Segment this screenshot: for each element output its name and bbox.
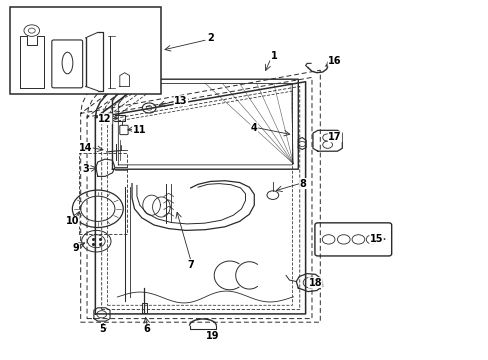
Text: 1: 1 <box>270 51 277 61</box>
Text: 10: 10 <box>65 216 79 226</box>
Text: 11: 11 <box>132 125 146 135</box>
Text: 7: 7 <box>187 260 194 270</box>
Text: 8: 8 <box>299 179 306 189</box>
Text: 13: 13 <box>174 96 187 106</box>
Text: 3: 3 <box>82 164 89 174</box>
Text: 5: 5 <box>99 324 106 334</box>
Text: 17: 17 <box>327 132 341 142</box>
Text: 6: 6 <box>143 324 150 334</box>
Text: 16: 16 <box>327 56 341 66</box>
Text: 4: 4 <box>250 123 257 133</box>
Text: 15: 15 <box>369 234 383 244</box>
Text: 2: 2 <box>206 33 213 43</box>
Text: 14: 14 <box>79 143 92 153</box>
Text: 18: 18 <box>308 278 322 288</box>
Bar <box>10 7 161 94</box>
Text: 19: 19 <box>205 330 219 341</box>
Text: 9: 9 <box>72 243 79 253</box>
Text: 12: 12 <box>98 114 112 124</box>
